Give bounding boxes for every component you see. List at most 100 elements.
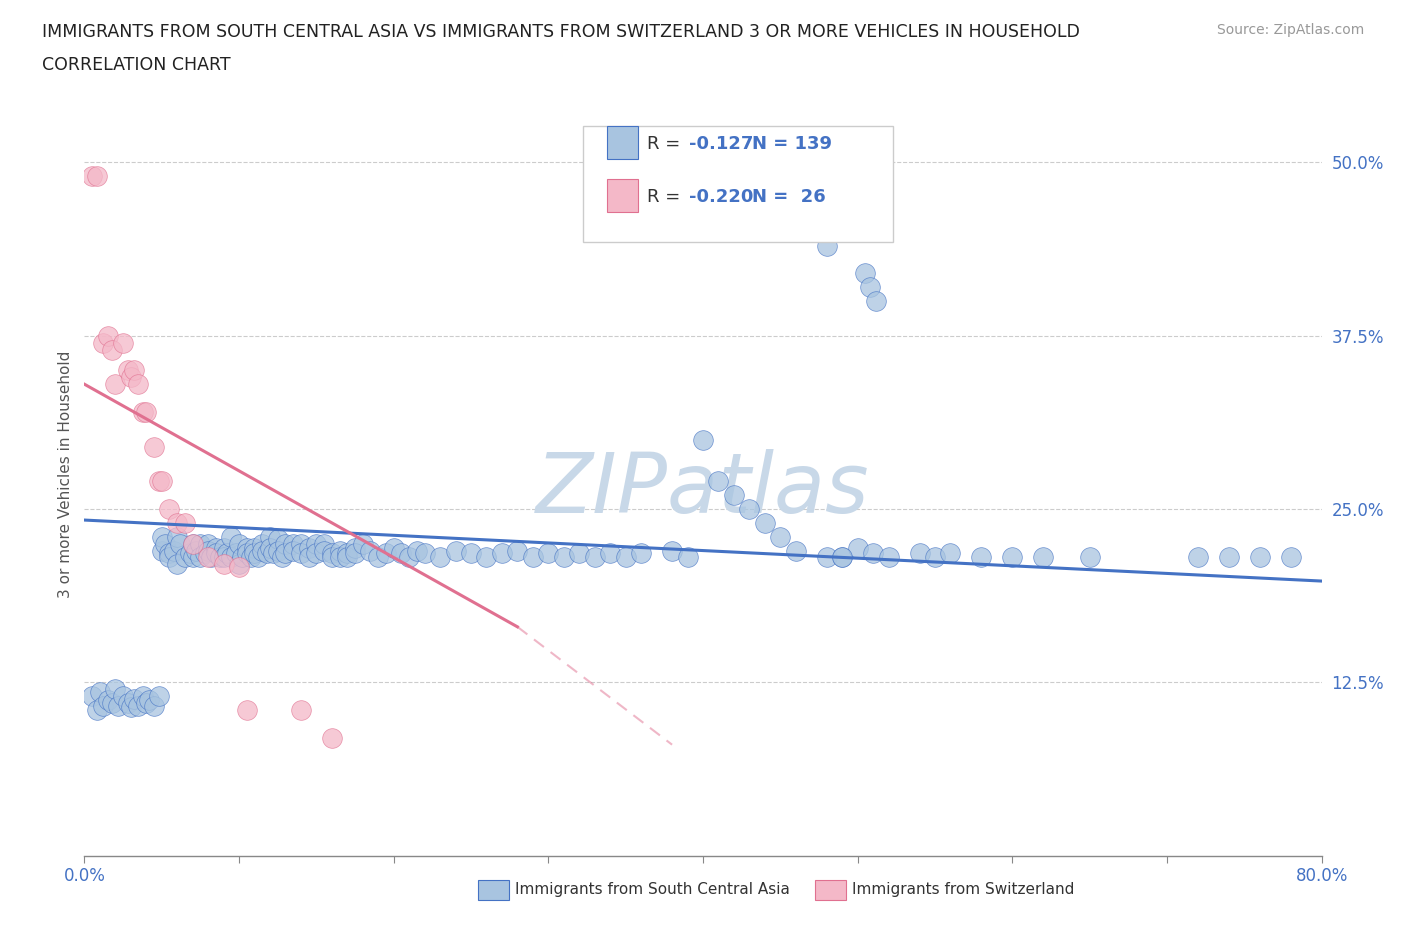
Point bbox=[246, 550, 269, 565]
Point bbox=[96, 328, 118, 343]
Point bbox=[96, 693, 118, 708]
Point bbox=[235, 546, 259, 561]
Point bbox=[413, 546, 436, 561]
Point bbox=[754, 515, 776, 530]
Point bbox=[127, 698, 149, 713]
Point bbox=[188, 550, 211, 565]
Point bbox=[429, 550, 451, 565]
Point bbox=[862, 546, 884, 561]
Point bbox=[166, 557, 188, 572]
Point bbox=[120, 370, 142, 385]
Point bbox=[181, 550, 204, 565]
Point bbox=[614, 550, 637, 565]
Point bbox=[132, 689, 155, 704]
Point bbox=[200, 550, 222, 565]
Point bbox=[104, 682, 127, 697]
Point bbox=[91, 698, 114, 713]
Point bbox=[707, 473, 730, 488]
Point bbox=[212, 550, 235, 565]
Point bbox=[1078, 550, 1101, 565]
Point bbox=[460, 546, 482, 561]
Point bbox=[692, 432, 714, 447]
Point bbox=[228, 557, 250, 572]
Point bbox=[328, 550, 352, 565]
Point bbox=[143, 698, 166, 713]
Point bbox=[815, 550, 838, 565]
Point bbox=[127, 377, 149, 392]
Point bbox=[312, 543, 335, 558]
Point bbox=[352, 537, 374, 551]
Point bbox=[374, 546, 398, 561]
Point bbox=[1279, 550, 1302, 565]
Text: -0.220: -0.220 bbox=[689, 188, 754, 206]
Point bbox=[235, 702, 259, 717]
Point bbox=[281, 537, 305, 551]
Point bbox=[537, 546, 560, 561]
Point bbox=[150, 473, 173, 488]
Point bbox=[274, 546, 297, 561]
Point bbox=[444, 543, 467, 558]
Point bbox=[184, 543, 207, 558]
Point bbox=[250, 537, 273, 551]
Point bbox=[181, 537, 204, 551]
Point bbox=[1001, 550, 1024, 565]
Point bbox=[297, 540, 319, 555]
Point bbox=[321, 550, 343, 565]
Point bbox=[290, 702, 312, 717]
Point bbox=[219, 529, 242, 544]
Text: N =  26: N = 26 bbox=[752, 188, 825, 206]
Point bbox=[630, 546, 652, 561]
Point bbox=[122, 363, 145, 378]
Point bbox=[267, 532, 290, 547]
Point bbox=[382, 540, 405, 555]
Point bbox=[259, 540, 281, 555]
Text: Source: ZipAtlas.com: Source: ZipAtlas.com bbox=[1216, 23, 1364, 37]
Point bbox=[970, 550, 993, 565]
Point bbox=[228, 560, 250, 575]
Point bbox=[305, 546, 328, 561]
Point bbox=[120, 699, 142, 714]
Point bbox=[924, 550, 946, 565]
Point bbox=[148, 473, 170, 488]
Point bbox=[262, 546, 284, 561]
Point bbox=[290, 546, 312, 561]
Point bbox=[336, 546, 359, 561]
Point bbox=[336, 550, 359, 565]
Point bbox=[831, 550, 853, 565]
Point bbox=[166, 529, 188, 544]
Point bbox=[908, 546, 931, 561]
Point bbox=[150, 529, 173, 544]
Point bbox=[174, 550, 197, 565]
Point bbox=[491, 546, 513, 561]
Text: R =: R = bbox=[647, 135, 681, 153]
Point bbox=[225, 546, 247, 561]
Point bbox=[159, 501, 180, 516]
Point bbox=[661, 543, 683, 558]
Point bbox=[343, 546, 366, 561]
Point bbox=[877, 550, 900, 565]
Point bbox=[132, 405, 155, 419]
Point bbox=[1218, 550, 1240, 565]
Point bbox=[181, 537, 204, 551]
Point bbox=[179, 546, 201, 561]
Text: Immigrants from Switzerland: Immigrants from Switzerland bbox=[852, 882, 1074, 897]
Point bbox=[271, 550, 294, 565]
Point bbox=[274, 537, 297, 551]
Point bbox=[599, 546, 621, 561]
Point bbox=[475, 550, 498, 565]
Point bbox=[328, 543, 352, 558]
Point bbox=[122, 692, 145, 707]
Point bbox=[135, 696, 157, 711]
Text: ZIPatlas: ZIPatlas bbox=[536, 449, 870, 530]
Text: CORRELATION CHART: CORRELATION CHART bbox=[42, 56, 231, 73]
Text: -0.127: -0.127 bbox=[689, 135, 754, 153]
Point bbox=[117, 363, 139, 378]
Point bbox=[738, 501, 761, 516]
Point bbox=[86, 702, 108, 717]
Point bbox=[209, 550, 232, 565]
Point bbox=[86, 168, 108, 183]
Point bbox=[117, 696, 139, 711]
Point bbox=[101, 696, 124, 711]
Point bbox=[197, 543, 219, 558]
Point bbox=[243, 540, 266, 555]
